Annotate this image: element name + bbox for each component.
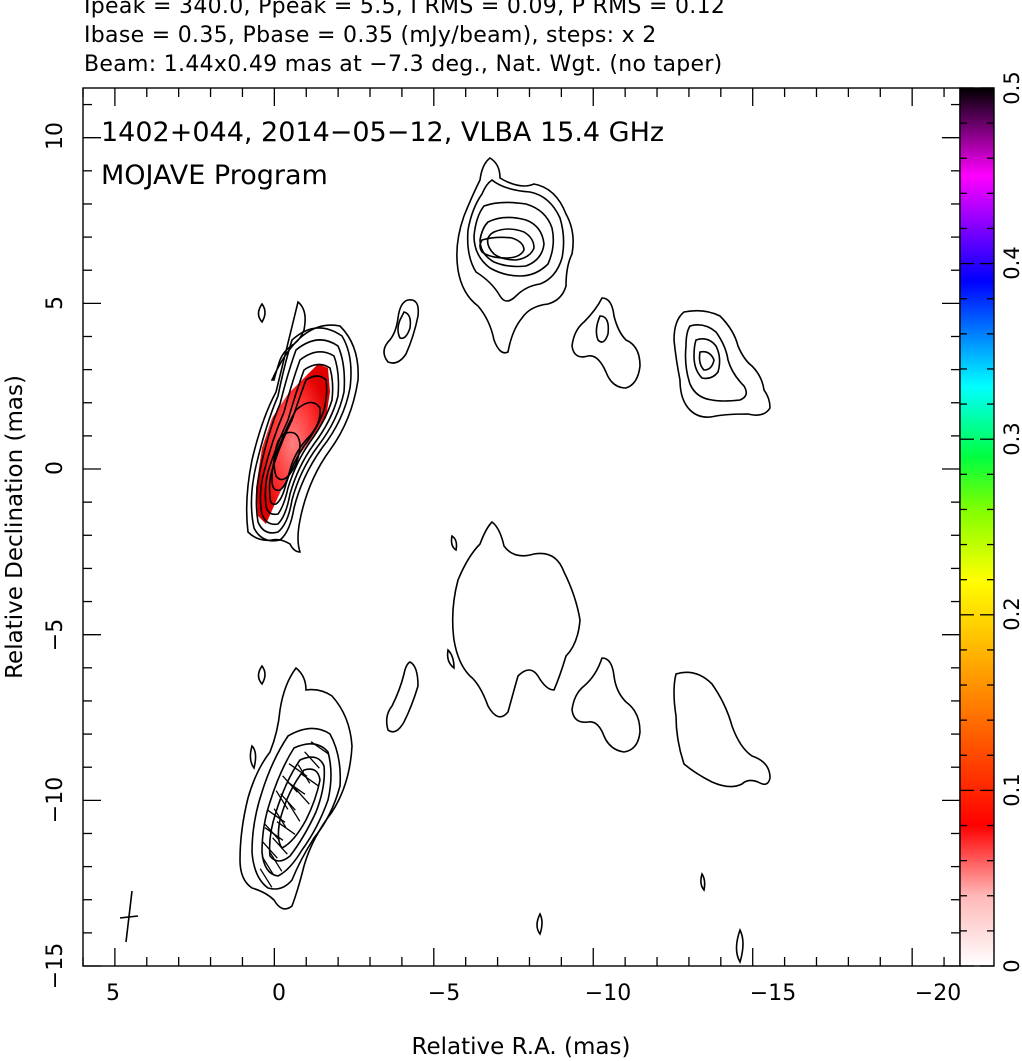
evpa-tick [262,841,278,859]
evpa-tick [272,837,288,855]
evpa-tick [310,741,330,755]
header-line-2: Ibase = 0.35, Pbase = 0.35 (mJy/beam), s… [84,23,657,48]
evpa-tick [304,751,320,769]
upper-contour-panel [245,157,771,553]
y-axis-label: Relative Declination (mas) [2,375,28,679]
evpa-tick [300,773,320,787]
x-tick-label: −15 [750,981,796,1006]
core-contours [245,300,359,553]
colorbar-ticks [960,87,994,967]
colorbar-label: 0.3 [1000,422,1022,455]
colorbar-frame [959,87,995,967]
header-line-3: Beam: 1.44x0.49 mas at −7.3 deg., Nat. W… [84,52,723,77]
evpa-tick [276,821,296,835]
evpa-tick [259,868,273,888]
lower-contour-panel [239,520,771,964]
evpa-tick [273,808,287,828]
evpa-tick [261,856,275,876]
evpa-vectors [259,741,330,888]
colorbar-label: 0.5 [1000,71,1022,104]
x-tick-label: 0 [272,981,286,1006]
chart-subtitle: MOJAVE Program [101,160,328,191]
colorbar-gradient [960,88,994,966]
y-tick-label: 10 [43,122,68,150]
evpa-tick [288,763,308,777]
x-ticks [82,88,945,966]
x-tick-label: −10 [585,981,631,1006]
evpa-tick [280,793,296,811]
evpa-tick [294,787,310,805]
evpa-tick [275,790,289,810]
jet-knot-1-contours [456,157,574,354]
y-tick-label: −15 [43,943,68,989]
y-tick-label: −10 [43,777,68,823]
y-tick-labels: 10 5 0 −5 −10 −15 [43,122,68,989]
beam-marker [119,890,139,943]
x-tick-label: −20 [915,981,961,1006]
evpa-tick [282,775,298,793]
jet-knot-small-contours [383,297,771,418]
evpa-tick [269,852,283,872]
y-tick-label: −5 [43,619,68,651]
colorbar-label: 0 [1000,959,1022,972]
colorbar-labels: 0 0.1 0.2 0.3 0.4 0.5 [1000,71,1022,972]
polarized-intensity-region [256,364,330,524]
x-tick-label: 5 [106,981,120,1006]
chart-title: 1402+044, 2014−05−12, VLBA 15.4 GHz [101,117,664,148]
colorbar-label: 0.2 [1000,597,1022,630]
evpa-tick [264,823,280,841]
evpa-tick [266,809,286,823]
x-tick-label: −5 [428,981,460,1006]
x-axis-label: Relative R.A. (mas) [412,1034,631,1060]
colorbar-label: 0.1 [1000,773,1022,806]
y-tick-label: 5 [43,296,68,310]
x-tick-labels: 5 0 −5 −10 −15 −20 [106,981,961,1006]
evpa-tick [287,802,301,822]
header-line-1: Ipeak = 340.0, Ppeak = 5.5, I RMS = 0.09… [84,0,726,19]
y-tick-label: 0 [43,461,68,475]
colorbar-label: 0.4 [1000,246,1022,279]
y-ticks [83,103,960,967]
